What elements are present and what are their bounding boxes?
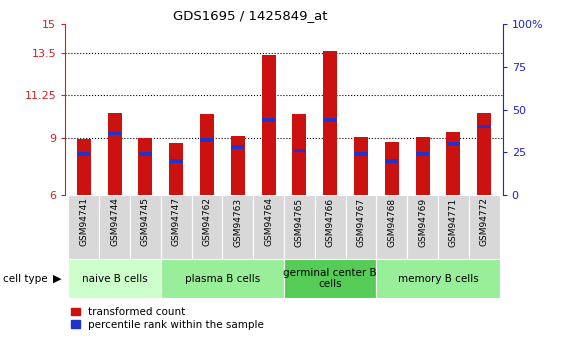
Bar <box>223 195 253 259</box>
Bar <box>284 195 315 259</box>
Bar <box>253 195 284 259</box>
Text: GSM94745: GSM94745 <box>141 197 150 246</box>
Bar <box>231 136 245 195</box>
Text: GSM94763: GSM94763 <box>233 197 243 247</box>
Text: GSM94765: GSM94765 <box>295 197 304 247</box>
Text: GSM94762: GSM94762 <box>203 197 211 246</box>
Bar <box>446 132 460 195</box>
Text: GDS1695 / 1425849_at: GDS1695 / 1425849_at <box>173 9 327 22</box>
Bar <box>284 259 377 298</box>
Text: GSM94769: GSM94769 <box>418 197 427 247</box>
Text: plasma B cells: plasma B cells <box>185 274 260 284</box>
Bar <box>293 149 306 152</box>
Bar <box>478 125 491 128</box>
Bar <box>200 114 214 195</box>
Bar <box>377 259 500 298</box>
Text: naive B cells: naive B cells <box>82 274 148 284</box>
Bar <box>191 195 223 259</box>
Bar <box>385 142 399 195</box>
Bar <box>169 143 183 195</box>
Text: GSM94771: GSM94771 <box>449 197 458 247</box>
Bar <box>416 152 429 156</box>
Bar <box>477 113 491 195</box>
Bar <box>201 138 214 142</box>
Bar <box>469 195 500 259</box>
Bar <box>130 195 161 259</box>
Bar <box>354 152 367 156</box>
Bar <box>416 137 429 195</box>
Bar <box>407 195 438 259</box>
Text: GSM94772: GSM94772 <box>480 197 488 246</box>
Bar <box>323 51 337 195</box>
Bar <box>139 138 152 195</box>
Bar <box>354 137 368 195</box>
Text: cell type: cell type <box>3 274 48 284</box>
Bar <box>108 131 121 135</box>
Bar <box>108 113 122 195</box>
Bar <box>77 139 91 195</box>
Bar <box>447 142 460 146</box>
Bar <box>324 118 337 122</box>
Bar <box>438 195 469 259</box>
Text: memory B cells: memory B cells <box>398 274 478 284</box>
Bar <box>262 118 275 122</box>
Bar <box>377 195 407 259</box>
Text: GSM94747: GSM94747 <box>172 197 181 246</box>
Text: GSM94766: GSM94766 <box>325 197 335 247</box>
Bar <box>231 145 244 149</box>
Text: germinal center B
cells: germinal center B cells <box>283 268 377 289</box>
Bar <box>161 195 191 259</box>
Bar <box>315 195 345 259</box>
Bar <box>385 159 398 162</box>
Bar <box>262 56 275 195</box>
Text: GSM94741: GSM94741 <box>80 197 88 246</box>
Bar <box>139 152 152 156</box>
Text: GSM94744: GSM94744 <box>110 197 119 246</box>
Bar <box>77 152 90 156</box>
Bar <box>293 114 306 195</box>
Text: GSM94768: GSM94768 <box>387 197 396 247</box>
Bar <box>99 195 130 259</box>
Bar <box>68 195 99 259</box>
Bar <box>68 259 161 298</box>
Text: GSM94764: GSM94764 <box>264 197 273 246</box>
Bar <box>161 259 284 298</box>
Legend: transformed count, percentile rank within the sample: transformed count, percentile rank withi… <box>70 307 264 330</box>
Text: ▶: ▶ <box>53 274 62 284</box>
Text: GSM94767: GSM94767 <box>357 197 365 247</box>
Bar <box>345 195 377 259</box>
Bar <box>170 159 183 162</box>
